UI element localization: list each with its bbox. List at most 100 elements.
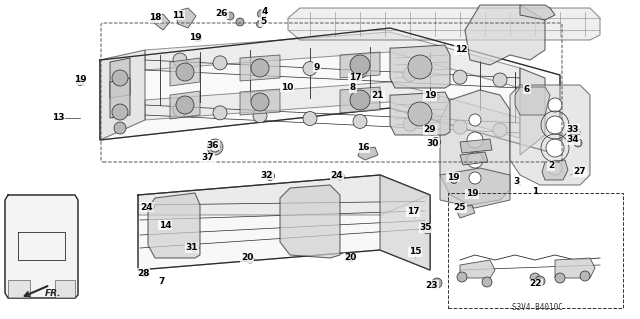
Circle shape	[546, 139, 564, 157]
Text: 18: 18	[148, 13, 161, 23]
Circle shape	[303, 112, 317, 126]
Text: 24: 24	[141, 203, 154, 211]
Text: 19: 19	[466, 189, 478, 198]
Polygon shape	[240, 55, 280, 81]
Polygon shape	[8, 280, 30, 298]
Text: 4: 4	[262, 8, 268, 17]
Circle shape	[467, 152, 483, 168]
Text: 8: 8	[350, 84, 356, 93]
Circle shape	[207, 139, 223, 155]
Text: 7: 7	[159, 278, 165, 286]
Polygon shape	[175, 8, 196, 28]
Text: 28: 28	[137, 269, 149, 278]
Polygon shape	[460, 139, 492, 153]
Text: 9: 9	[314, 63, 320, 71]
Polygon shape	[340, 87, 380, 113]
Circle shape	[353, 64, 367, 78]
Text: 25: 25	[454, 204, 467, 212]
Circle shape	[353, 115, 367, 129]
Text: 17: 17	[349, 73, 362, 83]
Circle shape	[213, 106, 227, 120]
Circle shape	[530, 273, 540, 283]
Circle shape	[574, 139, 582, 147]
Text: 34: 34	[566, 136, 579, 145]
Text: 15: 15	[409, 248, 421, 256]
Circle shape	[482, 277, 492, 287]
Circle shape	[548, 98, 562, 112]
Polygon shape	[138, 175, 430, 270]
Circle shape	[457, 272, 467, 282]
Circle shape	[350, 90, 370, 110]
Text: S3V4 B4010C: S3V4 B4010C	[511, 303, 563, 313]
Text: 11: 11	[172, 11, 184, 19]
Polygon shape	[390, 92, 450, 135]
Polygon shape	[460, 152, 488, 165]
Circle shape	[303, 62, 317, 76]
Circle shape	[251, 59, 269, 77]
Polygon shape	[170, 91, 200, 119]
Circle shape	[570, 127, 580, 137]
Polygon shape	[5, 195, 78, 298]
Circle shape	[403, 67, 417, 81]
Polygon shape	[465, 5, 545, 65]
Circle shape	[112, 70, 128, 86]
Circle shape	[246, 255, 254, 263]
Polygon shape	[170, 58, 200, 86]
Circle shape	[176, 63, 194, 81]
Circle shape	[173, 53, 187, 67]
Polygon shape	[240, 89, 280, 115]
Circle shape	[493, 123, 507, 137]
Text: 3: 3	[513, 177, 519, 187]
Circle shape	[453, 120, 467, 134]
Circle shape	[112, 104, 128, 120]
Text: 32: 32	[260, 170, 273, 180]
Polygon shape	[150, 14, 170, 30]
Circle shape	[146, 203, 154, 211]
Polygon shape	[515, 87, 550, 115]
Polygon shape	[555, 258, 595, 278]
Circle shape	[195, 34, 202, 41]
Text: 27: 27	[573, 167, 586, 176]
Text: 37: 37	[202, 153, 214, 162]
Text: 19: 19	[447, 173, 460, 182]
Circle shape	[580, 271, 590, 281]
Circle shape	[548, 161, 562, 175]
Circle shape	[433, 93, 440, 100]
Circle shape	[408, 102, 432, 126]
Circle shape	[253, 59, 267, 73]
Polygon shape	[288, 8, 600, 40]
Text: 17: 17	[406, 207, 419, 217]
Text: 19: 19	[189, 33, 202, 42]
Polygon shape	[390, 45, 450, 88]
Circle shape	[176, 96, 194, 114]
Polygon shape	[145, 32, 520, 88]
Circle shape	[226, 12, 234, 20]
Text: 1: 1	[532, 188, 538, 197]
Circle shape	[77, 78, 83, 85]
Polygon shape	[280, 185, 340, 258]
Text: 5: 5	[260, 18, 266, 26]
Polygon shape	[440, 90, 510, 205]
Text: 13: 13	[52, 114, 64, 122]
Text: 33: 33	[567, 124, 579, 133]
Circle shape	[141, 269, 149, 277]
Text: 19: 19	[74, 76, 86, 85]
Polygon shape	[520, 5, 555, 20]
Circle shape	[469, 172, 481, 184]
Text: 16: 16	[356, 144, 369, 152]
Text: 36: 36	[207, 140, 220, 150]
Polygon shape	[110, 58, 130, 98]
Circle shape	[257, 20, 264, 27]
Circle shape	[346, 254, 354, 262]
Polygon shape	[440, 168, 510, 208]
Text: 19: 19	[424, 92, 436, 100]
Circle shape	[213, 56, 227, 70]
Polygon shape	[542, 160, 568, 180]
Text: 2: 2	[548, 161, 554, 170]
Polygon shape	[358, 147, 378, 160]
Polygon shape	[148, 193, 200, 258]
Text: 6: 6	[524, 85, 530, 93]
Circle shape	[428, 127, 436, 135]
Circle shape	[432, 278, 442, 288]
Circle shape	[173, 103, 187, 117]
